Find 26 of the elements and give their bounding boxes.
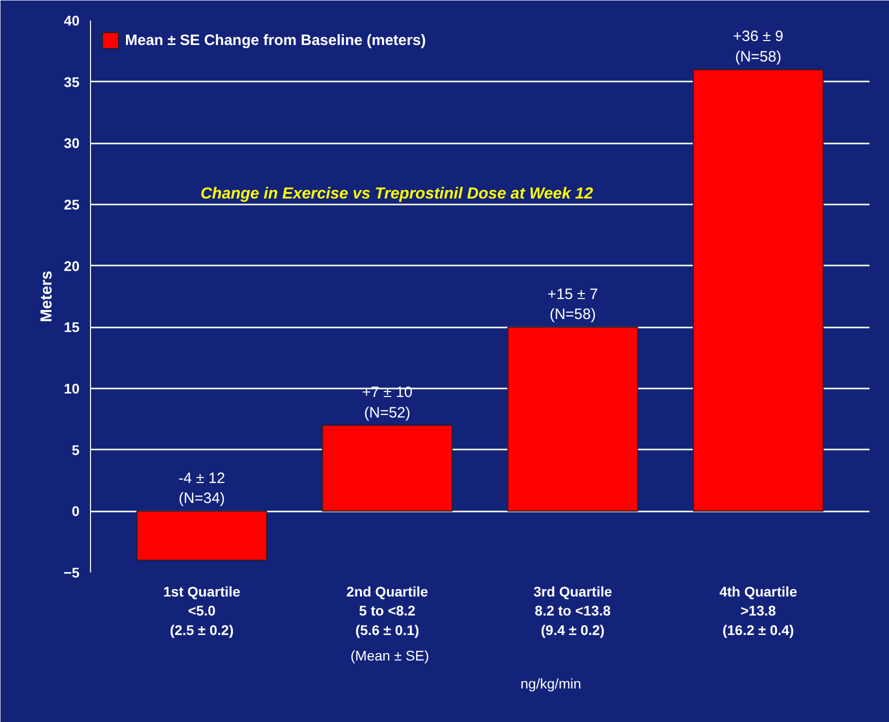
legend-label: Mean ± SE Change from Baseline (meters) xyxy=(125,32,426,48)
x-tick-label: 3rd Quartile 8.2 to <13.8 (9.4 ± 0.2) xyxy=(533,584,612,638)
bar xyxy=(507,326,638,512)
y-axis-title: Meters xyxy=(38,270,56,322)
bar xyxy=(136,510,268,561)
text: ng/kg/min xyxy=(520,676,582,692)
y-tick-label: −5 xyxy=(64,564,80,580)
data-label: +36 ± 9 (N=58) xyxy=(733,28,784,66)
y-tick-label: 25 xyxy=(64,196,80,212)
x-tick-label: 4th Quartile >13.8 (16.2 ± 0.4) xyxy=(719,584,798,638)
y-tick-label: 20 xyxy=(64,258,80,274)
y-tick-label: 40 xyxy=(64,12,80,28)
data-label: +15 ± 7 (N=58) xyxy=(548,286,598,324)
bar xyxy=(322,424,453,512)
annotation: Change in Exercise vs Treprostinil Dose at Week 12 xyxy=(200,186,594,202)
bar xyxy=(692,69,824,512)
x-tick-label: 2nd Quartile 5 to <8.2 (5.6 ± 0.1) xyxy=(346,584,428,638)
y-tick-label: 5 xyxy=(72,442,80,458)
y-tick-label: 15 xyxy=(64,319,80,336)
text: (Mean ± SE) xyxy=(350,648,429,664)
y-tick-label: 0 xyxy=(72,503,80,520)
y-tick-label: 30 xyxy=(64,135,80,152)
data-label: -4 ± 12 (N=34) xyxy=(178,470,226,508)
y-tick-label: 35 xyxy=(64,74,80,90)
x-tick-label: 1st Quartile <5.0 (2.5 ± 0.2) xyxy=(163,584,241,638)
y-tick-label: 10 xyxy=(64,380,80,396)
